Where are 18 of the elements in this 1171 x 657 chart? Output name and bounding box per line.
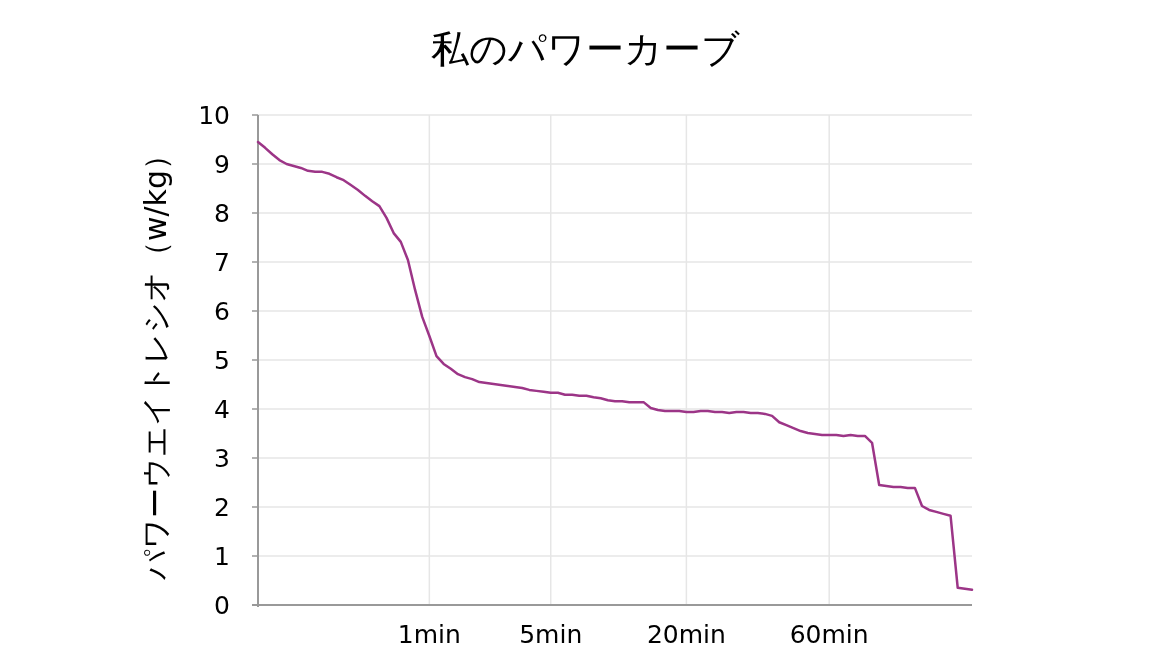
y-tick-label: 10 (198, 100, 230, 130)
y-tick-label: 7 (214, 247, 230, 277)
y-tick-label: 2 (214, 492, 230, 522)
y-tick-label: 1 (214, 541, 230, 571)
x-tick-label: 20min (646, 620, 726, 649)
y-tick-label: 3 (214, 443, 230, 473)
y-tick-label: 6 (214, 296, 230, 326)
x-tick-label: 5min (519, 620, 583, 649)
line-series (256, 140, 974, 592)
y-tick-label: 9 (214, 149, 230, 179)
y-tick-label: 4 (214, 394, 230, 424)
y-axis-title: パワーウエイトレシオ（w/kg） (137, 139, 173, 582)
x-tick-label: 1min (397, 620, 461, 649)
y-tick-label: 8 (214, 198, 230, 228)
x-tick-label: 60min (789, 620, 869, 649)
y-tick-label: 5 (214, 345, 230, 375)
y-tick-label: 0 (214, 590, 230, 620)
chart-title: 私のパワーカーブ (430, 27, 740, 71)
